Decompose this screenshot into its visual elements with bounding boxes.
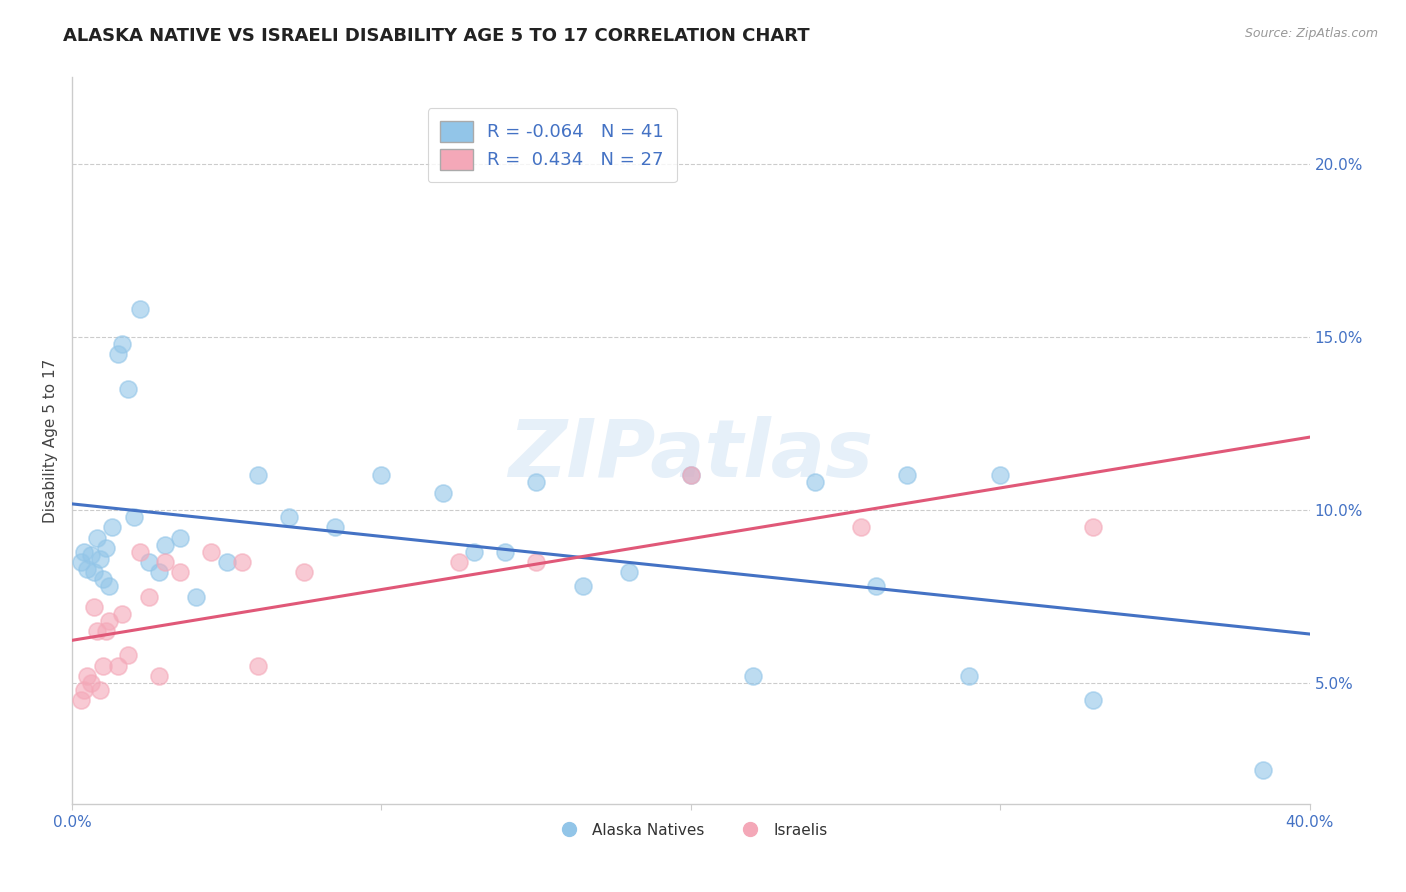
Point <box>70 555 93 569</box>
Point <box>73 683 96 698</box>
Point <box>83 600 105 615</box>
Point <box>447 555 470 569</box>
Point <box>94 624 117 639</box>
Point <box>91 572 114 586</box>
Point <box>169 531 191 545</box>
Point <box>741 669 763 683</box>
Point <box>117 382 139 396</box>
Point <box>107 347 129 361</box>
Point <box>494 544 516 558</box>
Point <box>896 468 918 483</box>
Point <box>292 566 315 580</box>
Point <box>86 531 108 545</box>
Point <box>231 555 253 569</box>
Point <box>1081 693 1104 707</box>
Point <box>323 520 346 534</box>
Point <box>122 510 145 524</box>
Text: ALASKA NATIVE VS ISRAELI DISABILITY AGE 5 TO 17 CORRELATION CHART: ALASKA NATIVE VS ISRAELI DISABILITY AGE … <box>63 27 810 45</box>
Point <box>200 544 222 558</box>
Point <box>277 510 299 524</box>
Point <box>110 337 132 351</box>
Point <box>86 624 108 639</box>
Point <box>370 468 392 483</box>
Point <box>76 562 98 576</box>
Text: Source: ZipAtlas.com: Source: ZipAtlas.com <box>1244 27 1378 40</box>
Point <box>101 520 124 534</box>
Point <box>524 475 547 490</box>
Point <box>1251 763 1274 777</box>
Point <box>524 555 547 569</box>
Point <box>169 566 191 580</box>
Point <box>79 548 101 562</box>
Point <box>129 544 152 558</box>
Point <box>957 669 980 683</box>
Point <box>89 551 111 566</box>
Point <box>184 590 207 604</box>
Point <box>849 520 872 534</box>
Point <box>215 555 238 569</box>
Point <box>617 566 640 580</box>
Point <box>110 607 132 621</box>
Point <box>98 579 121 593</box>
Point <box>246 468 269 483</box>
Point <box>138 590 160 604</box>
Point <box>91 658 114 673</box>
Point <box>79 676 101 690</box>
Point <box>1081 520 1104 534</box>
Point <box>138 555 160 569</box>
Legend: Alaska Natives, Israelis: Alaska Natives, Israelis <box>548 817 834 844</box>
Point <box>153 555 176 569</box>
Point <box>463 544 485 558</box>
Point <box>148 669 170 683</box>
Y-axis label: Disability Age 5 to 17: Disability Age 5 to 17 <box>44 359 58 523</box>
Point <box>246 658 269 673</box>
Point <box>70 693 93 707</box>
Point <box>76 669 98 683</box>
Point <box>865 579 887 593</box>
Point <box>153 538 176 552</box>
Point <box>89 683 111 698</box>
Point <box>129 302 152 317</box>
Point <box>988 468 1011 483</box>
Point <box>117 648 139 663</box>
Point <box>679 468 702 483</box>
Text: ZIPatlas: ZIPatlas <box>509 417 873 494</box>
Point <box>679 468 702 483</box>
Point <box>571 579 593 593</box>
Point <box>148 566 170 580</box>
Point <box>107 658 129 673</box>
Point <box>432 485 454 500</box>
Point <box>83 566 105 580</box>
Point <box>94 541 117 556</box>
Point <box>73 544 96 558</box>
Point <box>98 614 121 628</box>
Point <box>803 475 825 490</box>
